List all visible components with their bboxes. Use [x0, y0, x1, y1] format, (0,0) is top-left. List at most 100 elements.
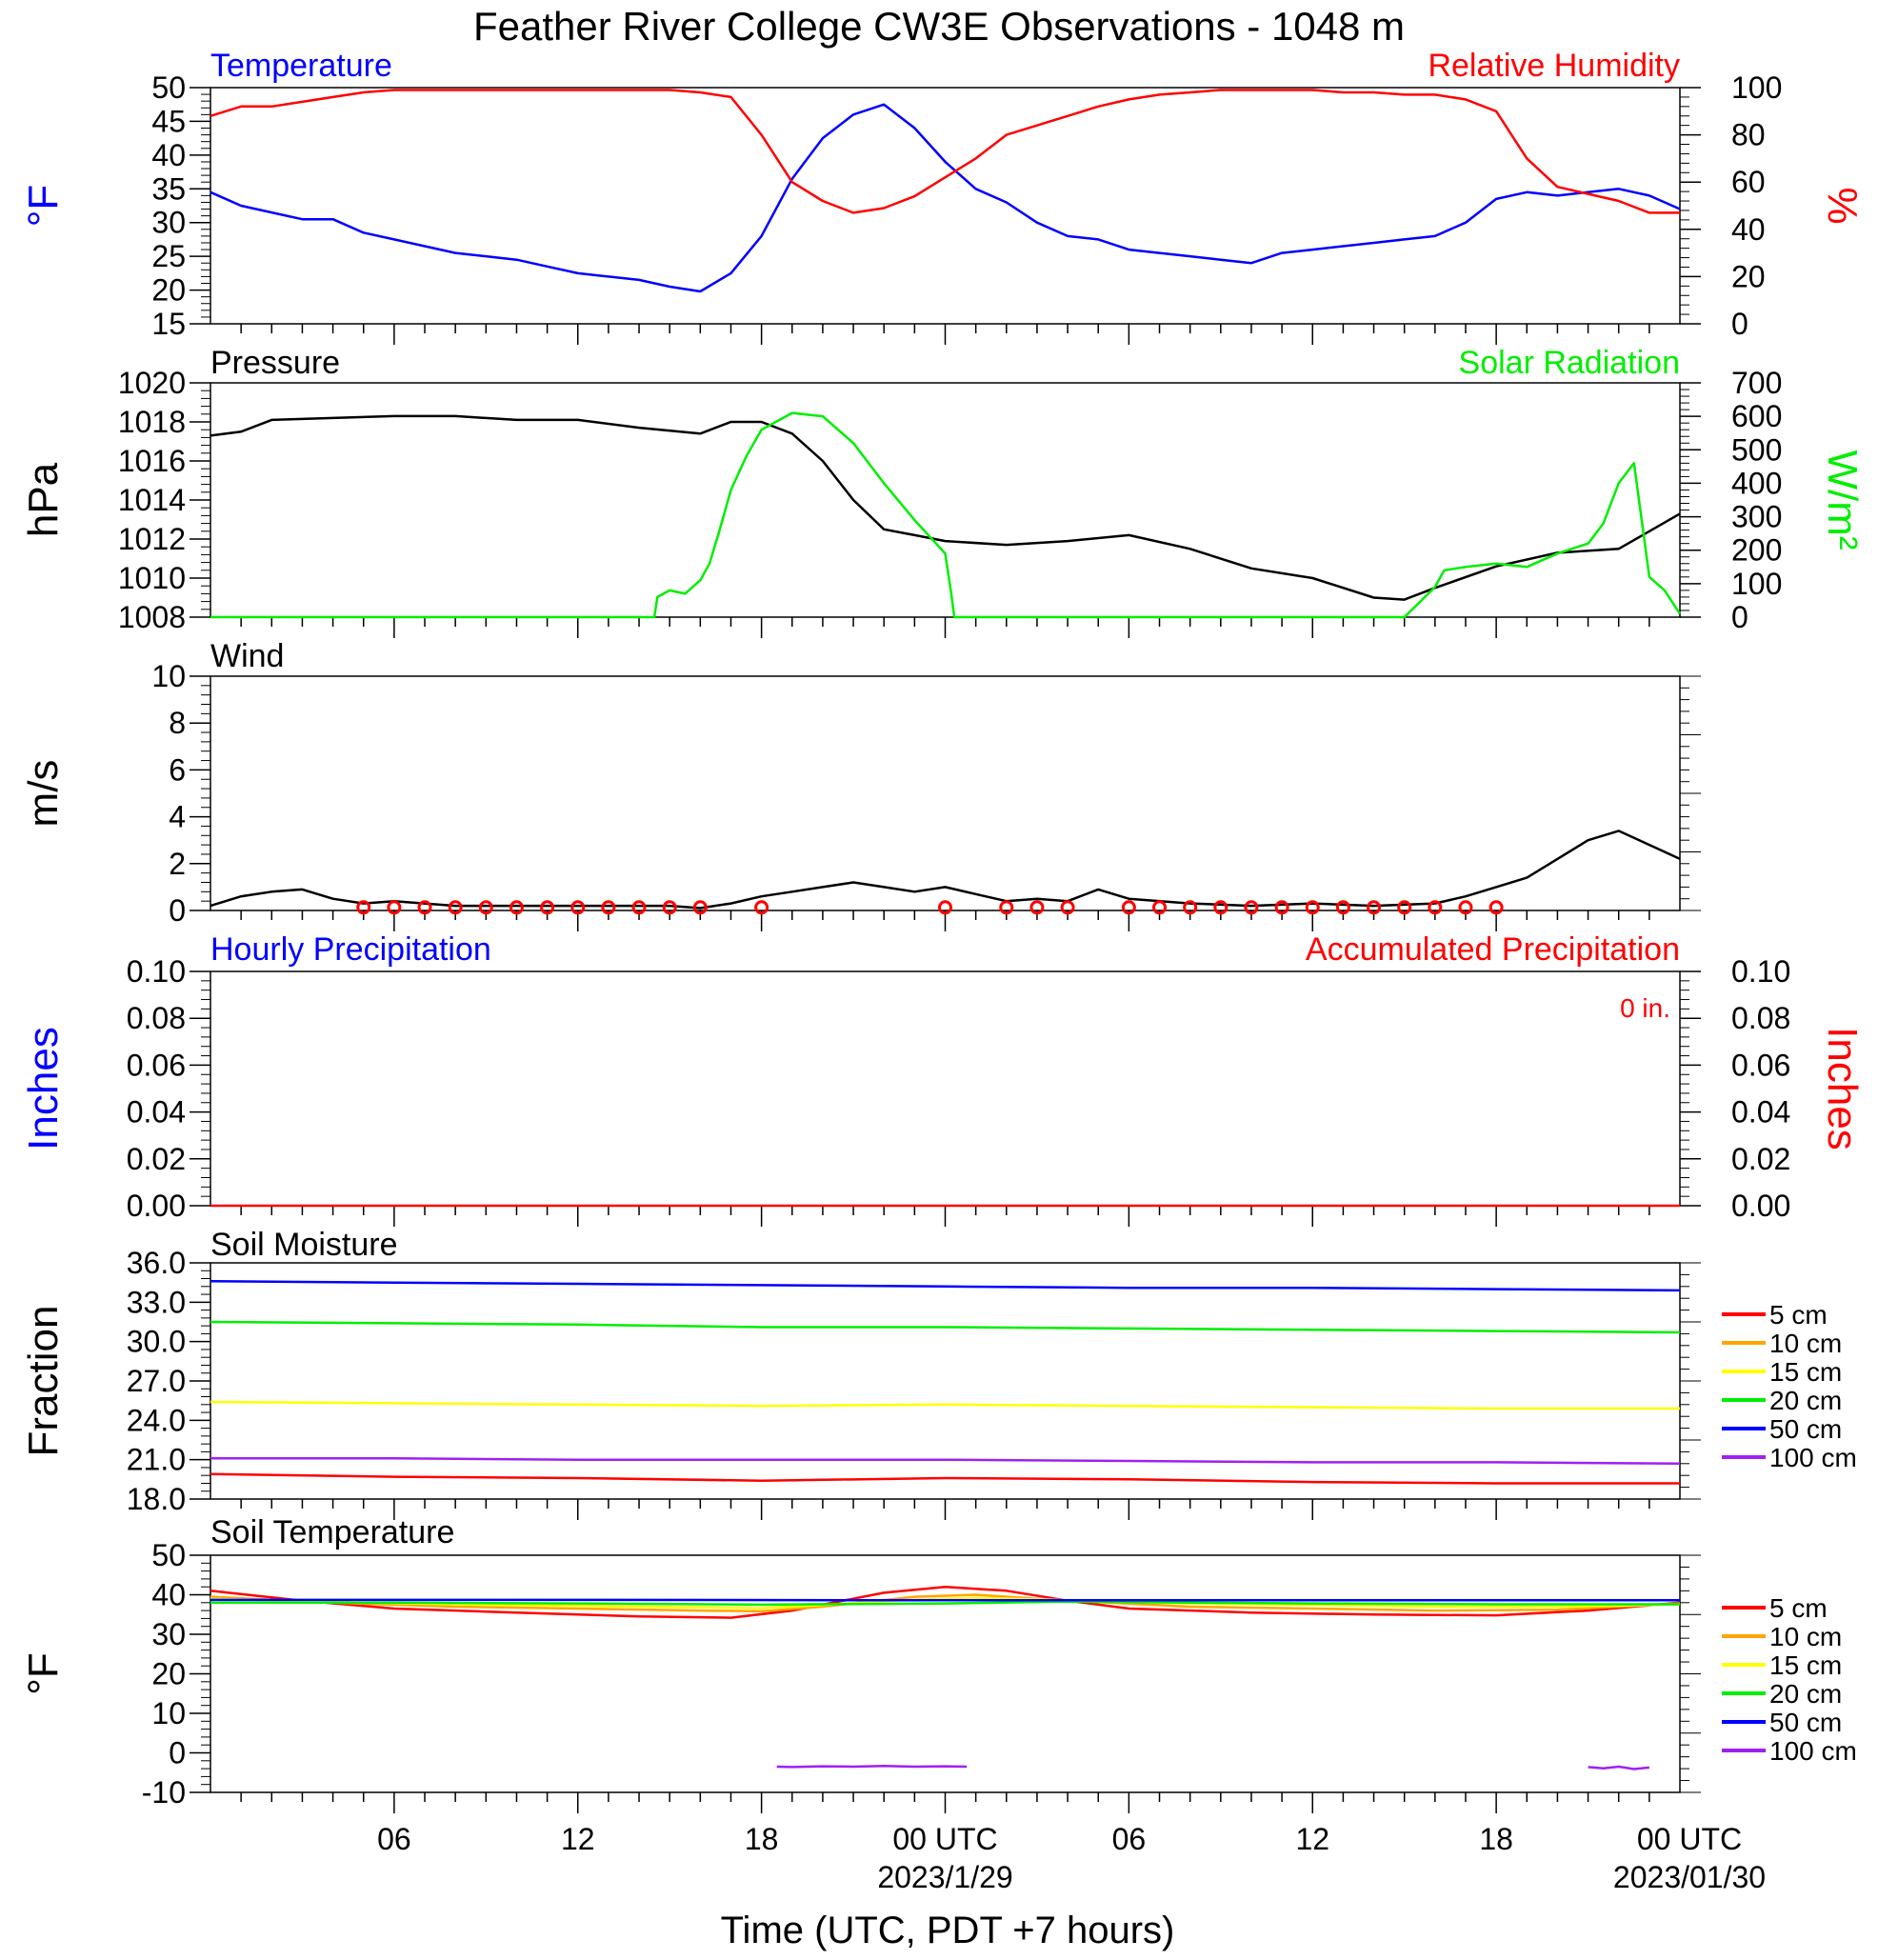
y-tick-label-right: 0.02 — [1731, 1142, 1790, 1176]
y-tick-label-left: 1008 — [118, 600, 186, 634]
y-tick-label-left: 0.00 — [127, 1189, 186, 1223]
series-line-5-cm — [210, 1472, 1680, 1485]
y-tick-label-left: 33.0 — [127, 1285, 186, 1319]
y-axis-label-right: W/m² — [1819, 450, 1866, 550]
legend-label: 5 cm — [1769, 1593, 1828, 1623]
series-line-10-cm — [210, 1593, 1681, 1613]
y-tick-label-left: 2 — [169, 847, 186, 881]
panel-title-right: Accumulated Precipitation — [1306, 931, 1680, 968]
plot-frame — [210, 675, 1681, 911]
y-tick-label-right: 0.04 — [1731, 1095, 1790, 1130]
calm-wind-marker — [1121, 900, 1136, 915]
panel-title-left: Pressure — [210, 345, 340, 381]
series-line-15-cm — [210, 1400, 1680, 1410]
legend-label: 10 cm — [1769, 1622, 1842, 1651]
y-tick-label-right: 400 — [1731, 466, 1782, 500]
calm-wind-marker — [1367, 900, 1382, 915]
y-axis-label-left: Inches — [20, 1027, 67, 1150]
y-tick-label-left: 30 — [151, 1617, 186, 1651]
time-axis: 06 12 18 00 UTC 2023/1/29 06 12 18 00 UTC 2023/01… — [377, 1822, 1766, 1894]
plot-frame — [210, 87, 1681, 325]
legend-label: 10 cm — [1769, 1329, 1842, 1358]
y-tick-label-right: 20 — [1731, 259, 1766, 293]
y-tick-label-right: 600 — [1731, 399, 1782, 433]
x-tick-label: 18 — [1479, 1822, 1513, 1856]
y-tick-label-left: 0.08 — [127, 1001, 186, 1035]
series-line-50-cm — [210, 1280, 1681, 1292]
y-tick-label-right: 300 — [1731, 500, 1782, 534]
precipitation-panel: 0.00 0.02 0.04 0.06 0.08 0.10 0.00 0.02 0.04 0.06… — [20, 931, 1866, 1227]
x-tick-label: 12 — [561, 1822, 595, 1856]
calm-wind-marker — [448, 900, 463, 915]
legend-label: 100 cm — [1769, 1443, 1857, 1472]
plot-frame — [210, 1262, 1681, 1500]
calm-wind-marker — [1213, 900, 1229, 915]
y-tick-label-left: 6 — [169, 752, 186, 787]
x-tick-label: 06 — [1112, 1822, 1147, 1856]
series-line-20-cm — [210, 1600, 1680, 1607]
calm-wind-marker — [754, 900, 769, 915]
series-line-20-cm — [210, 1320, 1681, 1334]
y-tick-label-right: 500 — [1731, 432, 1782, 467]
panel-title-right: Relative Humidity — [1428, 48, 1680, 84]
legend-label: 20 cm — [1769, 1386, 1842, 1415]
plot-frame — [210, 970, 1681, 1207]
y-tick-label-right: 80 — [1731, 118, 1766, 152]
calm-wind-marker — [662, 900, 677, 915]
legend-label: 5 cm — [1769, 1300, 1828, 1330]
y-tick-label-left: 35 — [151, 171, 186, 206]
legend-label: 50 cm — [1769, 1708, 1842, 1737]
y-tick-label-right: 0.00 — [1731, 1189, 1790, 1223]
calm-wind-marker — [1274, 900, 1289, 915]
panel-title-left: Soil Moisture — [210, 1227, 398, 1263]
series-line-100-cm — [776, 1764, 968, 1769]
calm-wind-marker — [509, 900, 524, 915]
calm-wind-marker — [1305, 900, 1320, 915]
calm-wind-marker — [1183, 900, 1198, 915]
soil-moisture-panel: 18.0 21.0 24.0 27.0 30.0 33.0 36.0 Soil Moistur… — [20, 1227, 1857, 1520]
y-tick-label-left: 1018 — [118, 405, 186, 439]
x-tick-label: 00 UTC — [892, 1822, 997, 1856]
calm-wind-marker — [570, 900, 586, 915]
series-line-relative-humidity — [210, 89, 1680, 214]
calm-wind-marker — [478, 900, 493, 915]
y-tick-label-left: 0.06 — [127, 1048, 186, 1082]
y-tick-label-left: 40 — [151, 1578, 186, 1612]
calm-wind-marker — [540, 900, 555, 915]
x-tick-label: 00 UTC — [1637, 1822, 1742, 1856]
x-date-label: 2023/01/30 — [1613, 1860, 1766, 1894]
y-tick-label-left: 0.02 — [127, 1142, 186, 1176]
y-tick-label-right: 100 — [1731, 70, 1782, 105]
y-tick-label-left: 21.0 — [127, 1443, 186, 1477]
y-tick-label-left: 30.0 — [127, 1325, 186, 1359]
y-tick-label-right: 100 — [1731, 567, 1782, 601]
y-tick-label-left: 1014 — [118, 483, 186, 517]
calm-wind-marker — [631, 900, 647, 915]
y-tick-label-left: 20 — [151, 1657, 186, 1691]
calm-wind-marker — [692, 900, 708, 915]
y-tick-label-right: 60 — [1731, 165, 1766, 199]
calm-wind-marker — [938, 900, 952, 915]
y-axis-label-right: % — [1819, 187, 1866, 224]
series-line-solar-radiation — [210, 411, 1682, 619]
y-tick-label-left: 8 — [169, 706, 186, 740]
calm-wind-marker — [1428, 900, 1443, 915]
x-tick-label: 06 — [377, 1822, 411, 1856]
x-tick-label: 12 — [1295, 1822, 1329, 1856]
y-tick-label-right: 0.10 — [1731, 954, 1790, 989]
y-tick-label-left: 36.0 — [127, 1246, 186, 1280]
plot-frame — [210, 1554, 1681, 1793]
calm-wind-marker — [1029, 900, 1045, 915]
y-tick-label-left: 20 — [151, 273, 186, 308]
y-tick-label-left: 45 — [151, 104, 186, 138]
calm-wind-marker — [1458, 900, 1473, 915]
y-tick-label-left: 4 — [169, 800, 186, 834]
y-tick-label-left: 0 — [169, 893, 186, 928]
y-tick-label-left: 40 — [151, 138, 186, 172]
y-tick-label-left: 10 — [151, 659, 186, 693]
calm-wind-marker — [417, 900, 432, 915]
series-line-5-cm — [210, 1585, 1681, 1619]
y-tick-label-left: 10 — [151, 1696, 186, 1730]
figure-title: Feather River College CW3E Observations … — [473, 4, 1405, 49]
y-tick-label-left: 15 — [151, 307, 186, 341]
